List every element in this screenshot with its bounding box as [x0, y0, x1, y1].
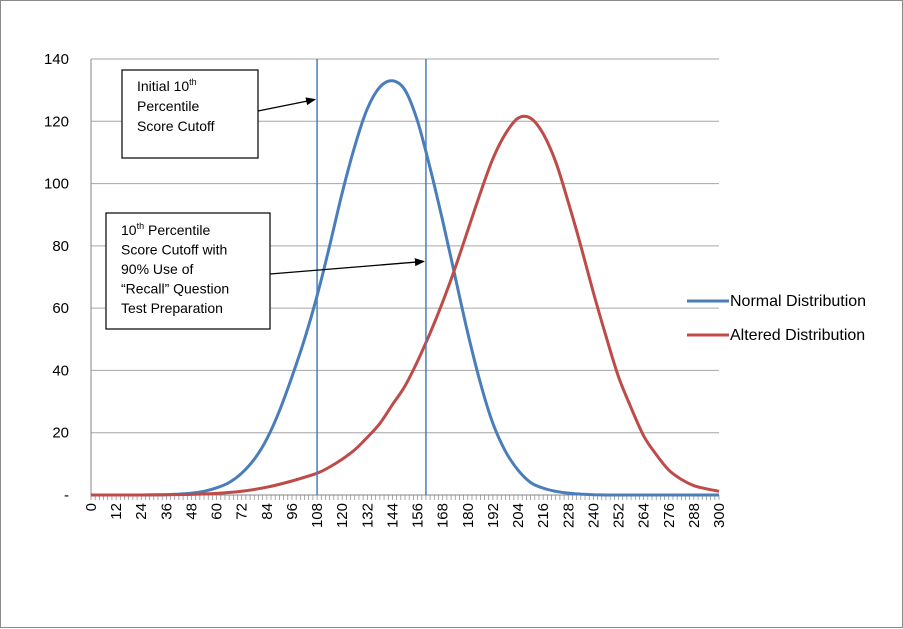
- x-tick-label: 240: [585, 503, 602, 528]
- annotation-line: 10th Percentile: [121, 221, 210, 238]
- x-tick-label: 252: [611, 503, 628, 528]
- annotation-text: Initial 10: [137, 78, 189, 94]
- legend: Normal Distribution Altered Distribution: [687, 293, 866, 344]
- x-tick-label: 132: [359, 503, 376, 528]
- annotation-line: Test Preparation: [121, 300, 223, 316]
- x-tick-label: 0: [83, 503, 100, 511]
- annotation-line: 90% Use of: [121, 261, 193, 277]
- x-tick-label: 216: [535, 503, 552, 528]
- x-tick-label: 60: [209, 503, 226, 520]
- annotation-2: 10th Percentile Score Cutoff with 90% Use …: [105, 212, 425, 330]
- annotation-box: [121, 69, 259, 159]
- x-tick-label: 192: [485, 503, 502, 528]
- x-tick-label: 120: [334, 503, 351, 528]
- y-tick-label: -: [64, 487, 69, 504]
- annotation-text: 10: [121, 222, 137, 238]
- legend-label: Normal Distribution: [730, 293, 866, 310]
- annotation-line: “Recall” Question: [121, 281, 229, 297]
- x-tick-label: 144: [384, 503, 401, 528]
- cutoff-lines: [316, 59, 427, 495]
- x-tick-label: 156: [410, 503, 427, 528]
- x-tick-label: 288: [686, 503, 703, 528]
- y-tick-label: 60: [52, 300, 69, 317]
- x-tick-label: 276: [661, 503, 678, 528]
- series-lines: [91, 79, 720, 497]
- y-tick-label: 100: [44, 176, 69, 193]
- annotation-text: 90% Use of: [121, 261, 193, 277]
- annotation-box: [105, 212, 271, 330]
- x-tick-label: 12: [108, 503, 125, 520]
- annotation-line: Score Cutoff: [137, 118, 215, 134]
- y-tick-label: 120: [44, 113, 69, 130]
- annotation-text: “Recall” Question: [121, 281, 229, 297]
- x-tick-label: 300: [711, 503, 728, 528]
- annotation-arrow: [257, 97, 317, 112]
- annotation-text: Test Preparation: [121, 300, 223, 316]
- y-tick-label: 80: [52, 238, 69, 255]
- x-tick-marks: [90, 495, 720, 500]
- x-tick-labels: 0 12 24 36 48 60 72 84 96 108 120 132 144 156 168 180 19…: [83, 503, 728, 528]
- x-tick-label: 36: [158, 503, 175, 520]
- x-tick-label: 84: [259, 503, 276, 520]
- x-tick-label: 204: [510, 503, 527, 528]
- annotation-line: Score Cutoff with: [121, 242, 227, 258]
- y-tick-label: 40: [52, 362, 69, 379]
- x-tick-label: 264: [636, 503, 653, 528]
- x-tick-label: 96: [284, 503, 301, 520]
- annotation-text: Score Cutoff with: [121, 242, 227, 258]
- y-tick-label: 140: [44, 51, 69, 68]
- annotation-sup: th: [189, 77, 197, 87]
- series-line-1: [91, 79, 719, 497]
- annotation-sup: th: [137, 221, 145, 231]
- annotation-text: Percentile: [144, 222, 210, 238]
- annotation-text: Score Cutoff: [137, 118, 215, 134]
- annotation-line: Initial 10th: [137, 77, 197, 94]
- legend-label: Altered Distribution: [730, 327, 865, 344]
- series-line-2: [91, 114, 720, 497]
- annotation-1: Initial 10th Percentile Score Cutoff: [121, 69, 317, 159]
- annotation-line: Percentile: [137, 98, 199, 114]
- x-tick-label: 72: [234, 503, 251, 520]
- x-tick-label: 228: [560, 503, 577, 528]
- x-tick-label: 180: [460, 503, 477, 528]
- annotation-text: Percentile: [137, 98, 199, 114]
- y-tick-label: 20: [52, 425, 69, 442]
- x-tick-label: 168: [435, 503, 452, 528]
- x-tick-label: 24: [133, 503, 150, 520]
- x-tick-label: 108: [309, 503, 326, 528]
- x-tick-label: 48: [183, 503, 200, 520]
- y-tick-labels: - 20 40 60 80 100 120 140: [44, 51, 69, 504]
- annotation-arrow: [269, 258, 425, 275]
